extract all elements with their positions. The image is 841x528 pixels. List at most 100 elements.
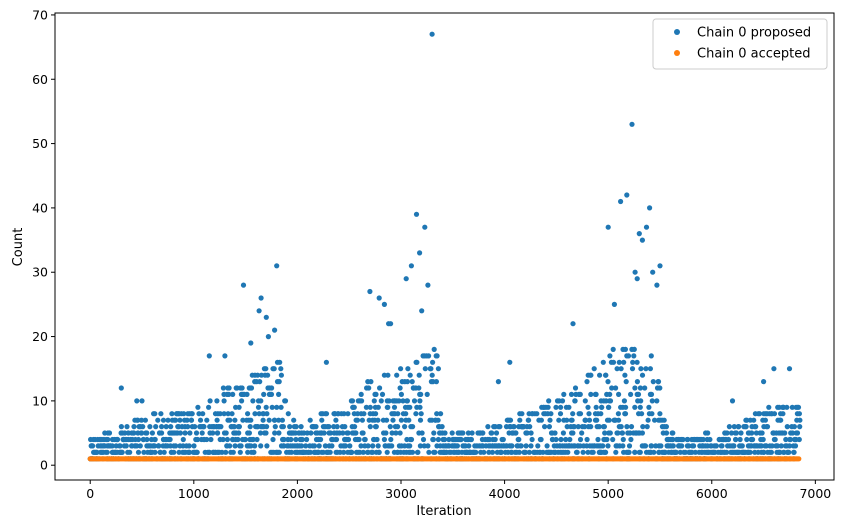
proposed-point [548,411,554,417]
proposed-point [454,443,460,449]
proposed-point [655,379,662,385]
proposed-point [199,430,205,436]
proposed-point [409,449,416,455]
proposed-point [527,424,533,430]
proposed-point [446,436,452,443]
proposed-point [657,411,663,417]
proposed-point [352,424,358,430]
x-tick-label: 1000 [178,486,210,501]
proposed-point [194,449,200,455]
proposed-point [180,436,186,443]
proposed-point [404,379,410,385]
proposed-point [677,449,683,455]
proposed-point [264,411,270,417]
proposed-point [333,436,340,443]
proposed-point [733,436,739,443]
proposed-point [265,372,271,378]
proposed-point [430,436,436,443]
proposed-point [359,398,365,404]
proposed-point [596,424,602,430]
proposed-point [658,443,664,449]
proposed-point [248,385,255,391]
y-tick-label: 60 [32,72,48,87]
proposed-point [778,443,784,449]
proposed-point [670,436,676,443]
proposed-point [334,424,340,430]
proposed-point [252,411,258,417]
proposed-point [626,443,633,449]
proposed-point [577,411,584,417]
proposed-point [523,443,529,449]
proposed-point [607,430,613,436]
proposed-point [303,443,309,449]
proposed-point [367,288,373,295]
proposed-point [197,417,204,423]
proposed-point [232,417,238,423]
proposed-point [385,372,391,378]
proposed-point [485,424,491,430]
proposed-point [618,366,624,372]
proposed-point [191,443,197,449]
proposed-point [618,424,624,430]
proposed-point [597,372,603,378]
proposed-point [195,404,201,410]
proposed-point [156,443,162,449]
proposed-point [509,443,515,449]
proposed-point [624,192,630,198]
proposed-point [632,385,638,391]
proposed-point [724,430,730,436]
proposed-point [766,404,772,410]
proposed-point [118,424,124,430]
proposed-point [256,411,262,417]
proposed-point [261,391,267,397]
proposed-point [796,436,802,443]
proposed-point [751,417,757,423]
proposed-point [381,301,387,307]
proposed-point [663,424,670,430]
proposed-point [762,417,769,423]
proposed-point [219,449,225,455]
y-tick-label: 40 [32,200,48,215]
x-tick-label: 6000 [696,486,728,501]
proposed-point [615,411,622,417]
proposed-point [153,424,159,430]
proposed-point [152,436,158,443]
proposed-point [611,301,618,307]
proposed-point [413,211,420,217]
proposed-point [186,443,192,449]
proposed-point [605,443,611,449]
proposed-point [341,411,347,417]
proposed-point [516,449,522,455]
proposed-point [642,443,649,449]
proposed-point [585,404,591,410]
proposed-point [135,449,142,455]
proposed-point [407,443,413,449]
proposed-point [104,449,110,455]
proposed-point [607,391,613,397]
proposed-point [628,391,634,397]
proposed-point [403,276,409,282]
proposed-point [271,366,277,372]
proposed-point [637,449,643,455]
proposed-point [542,424,548,430]
proposed-point [237,449,243,455]
proposed-point [473,449,479,455]
proposed-point [152,411,158,417]
proposed-point [276,430,282,436]
proposed-point [774,443,781,449]
y-tick-label: 20 [32,329,48,344]
proposed-point [407,404,413,410]
proposed-point [386,398,392,404]
proposed-point [643,224,650,230]
proposed-point [586,417,593,423]
proposed-point [795,404,802,410]
proposed-point [565,449,571,455]
proposed-point [638,398,644,404]
proposed-point [435,436,441,443]
x-tick-label: 0 [86,486,94,501]
proposed-point [635,391,642,397]
proposed-point [670,430,676,436]
proposed-point [265,334,271,340]
proposed-point [274,263,280,269]
